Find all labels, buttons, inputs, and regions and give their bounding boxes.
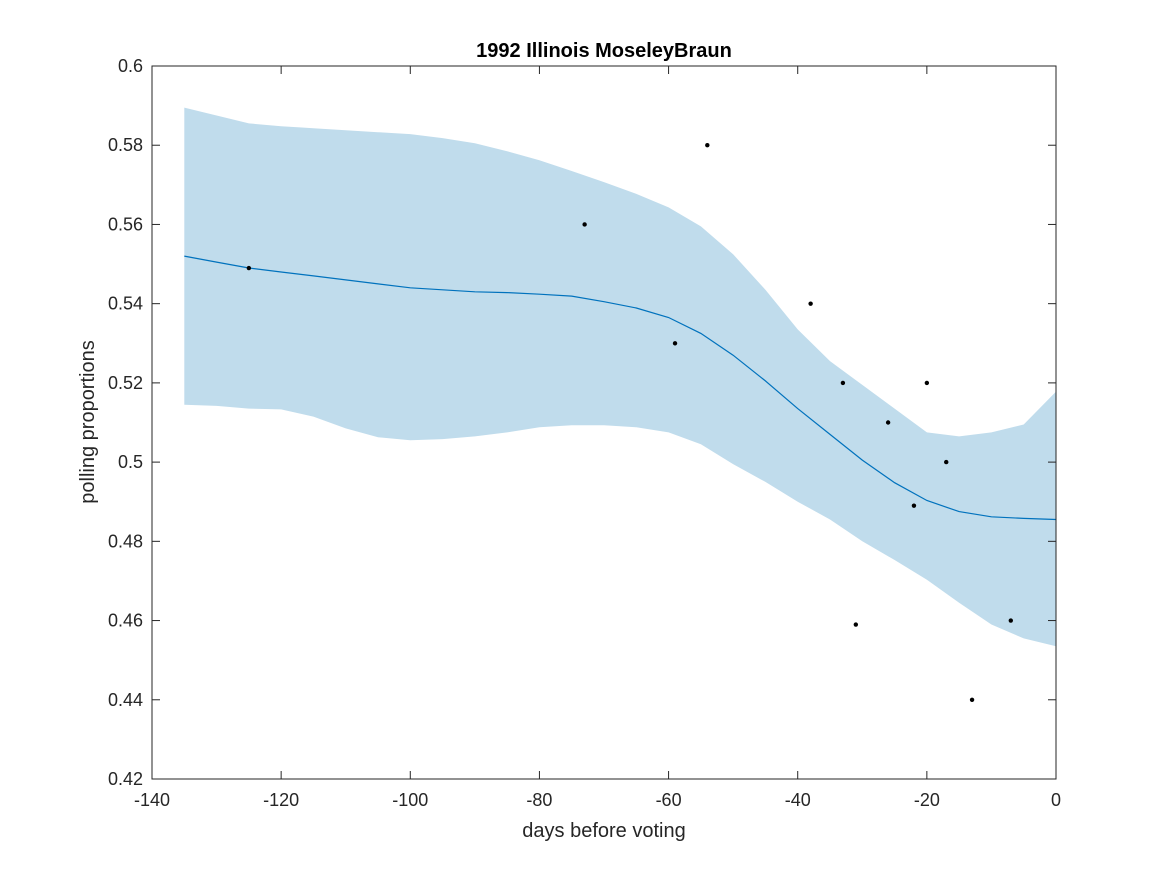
x-tick-label: -80 [526,790,552,810]
x-tick-label: -120 [263,790,299,810]
x-tick-label: -100 [392,790,428,810]
axes [151,65,1057,780]
y-tick-label: 0.56 [108,214,143,234]
poll-point [672,341,678,346]
poll-point [885,420,891,425]
y-tick-label: 0.6 [118,56,143,76]
poll-point [808,301,813,306]
poll-point [582,222,587,227]
poll-point [969,697,975,702]
poll-point [853,622,859,627]
poll-point [705,143,710,148]
poll-points [246,143,1013,702]
poll-point [1008,618,1013,623]
x-tick-label: 0 [1051,790,1061,810]
y-axis-label: polling proportions [77,340,99,503]
x-tick-label: -140 [134,790,170,810]
axes-box [151,65,1057,780]
confidence-band-area [184,107,1057,647]
y-tick-label: 0.42 [108,769,143,789]
x-tick-label: -60 [656,790,682,810]
poll-point [246,265,252,271]
poll-point [911,503,917,508]
y-tick-label: 0.58 [108,135,143,155]
fit-line [184,255,1057,521]
poll-point [840,380,846,386]
x-tick-label: -20 [914,790,940,810]
y-tick-label: 0.52 [108,373,143,393]
y-tick-label: 0.5 [118,452,143,472]
poll-point [924,380,930,386]
confidence-band [184,107,1057,647]
x-tick-label: -40 [785,790,811,810]
y-tick-label: 0.54 [108,294,143,314]
y-tick-label: 0.46 [108,611,143,631]
fit-line-layer [184,255,1057,521]
y-tick-label: 0.48 [108,531,143,551]
y-tick-label: 0.44 [108,690,143,710]
poll-point [944,459,949,465]
chart-title: 1992 Illinois MoseleyBraun [476,40,732,62]
x-axis-label: days before voting [522,820,685,842]
ticks: -140 -120 -100 -80 -60 -40 -20 0 0.42 0.44 0.46 0.4… [108,56,1061,810]
